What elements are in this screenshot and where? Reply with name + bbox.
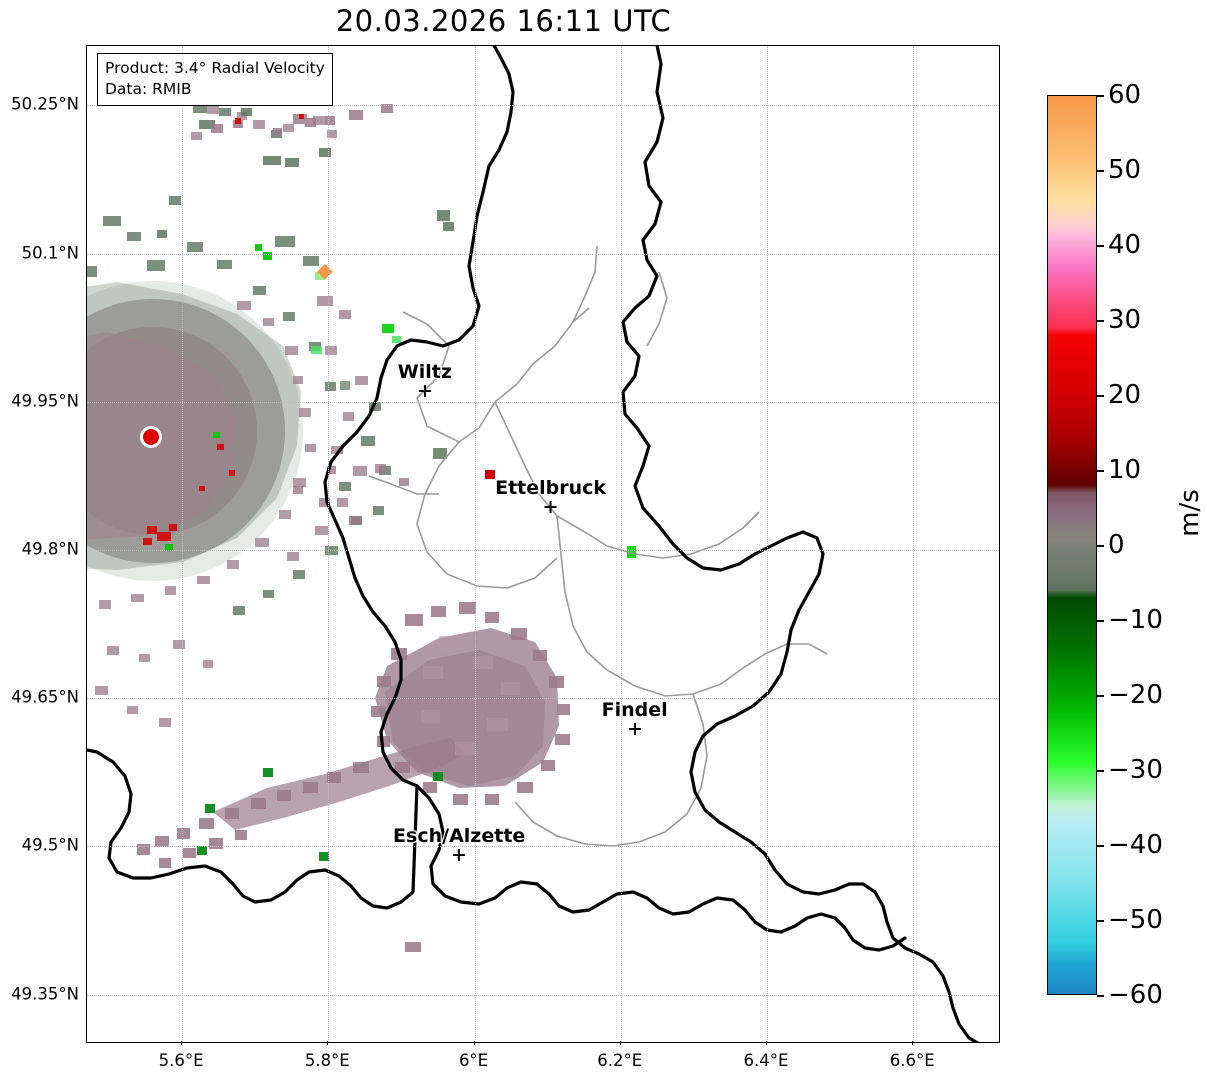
colorbar-tick-mark — [1097, 545, 1104, 547]
y-tick-label-2: 49.95°N — [11, 391, 79, 411]
x-tick-mark — [181, 1041, 183, 1045]
product-info-box: Product: 3.4° Radial Velocity Data: RMIB — [97, 53, 333, 106]
radar-station-marker[interactable] — [140, 425, 163, 448]
x-tick-label-4: 6.4°E — [743, 1051, 789, 1070]
colorbar-tick-mark — [1097, 620, 1104, 622]
colorbar-gradient — [1048, 96, 1096, 994]
page-title: 20.03.2026 16:11 UTC — [335, 4, 672, 38]
colorbar-tick-mark — [1097, 395, 1104, 397]
colorbar-ticks: 60 50 40 30 20 10 0 −10 −20 −30 −40 −50 −60 — [1097, 80, 1207, 1010]
x-tick-label-3: 6.2°E — [597, 1051, 643, 1070]
colorbar-tick-label-5: 10 — [1108, 455, 1142, 485]
colorbar-tick-label-0: 60 — [1108, 80, 1142, 110]
colorbar-tick-label-4: 20 — [1108, 380, 1142, 410]
cross-marker-icon — [628, 722, 641, 735]
radar-echo-north — [157, 104, 636, 558]
colorbar-tick-mark — [1097, 320, 1104, 322]
colorbar-tick-label-12: −60 — [1108, 980, 1163, 1010]
city-marker-findel: Findel — [602, 699, 668, 735]
x-tick-mark — [327, 1041, 329, 1045]
cross-marker-icon — [544, 500, 557, 513]
x-axis: 5.6°E 5.8°E 6°E 6.2°E 6.4°E 6.6°E — [86, 1041, 1000, 1075]
colorbar-tick-label-2: 40 — [1108, 230, 1142, 260]
colorbar-tick-label-11: −50 — [1108, 905, 1163, 935]
cross-marker-icon — [453, 848, 466, 861]
colorbar[interactable] — [1047, 95, 1097, 995]
colorbar-tick-mark — [1097, 920, 1104, 922]
colorbar-tick-mark — [1097, 845, 1104, 847]
y-tick-label-5: 49.5°N — [21, 835, 79, 855]
radar-echo-clutter — [87, 104, 391, 727]
y-tick-label-4: 49.65°N — [11, 687, 79, 707]
x-tick-mark — [912, 1041, 914, 1045]
colorbar-tick-mark — [1097, 245, 1104, 247]
colorbar-tick-label-6: 0 — [1108, 530, 1125, 560]
x-tick-mark — [473, 1041, 475, 1045]
colorbar-tick-label-3: 30 — [1108, 305, 1142, 335]
city-label: Findel — [601, 698, 668, 721]
colorbar-tick-mark — [1097, 170, 1104, 172]
colorbar-tick-label-1: 50 — [1108, 155, 1142, 185]
colorbar-tick-mark — [1097, 470, 1104, 472]
y-tick-label-3: 49.8°N — [21, 539, 79, 559]
product-label: Product: 3.4° Radial Velocity — [105, 59, 325, 77]
colorbar-tick-mark — [1097, 995, 1104, 997]
radar-map-plot[interactable]: Wiltz Ettelbruck Findel Esch/Alzette Produc… — [86, 45, 1000, 1043]
y-axis: 50.25°N 50.1°N 49.95°N 49.8°N 49.65°N 49.5°N 4… — [0, 45, 80, 1043]
colorbar-tick-mark — [1097, 695, 1104, 697]
colorbar-tick-label-9: −30 — [1108, 755, 1163, 785]
x-tick-label-2: 6°E — [458, 1051, 489, 1070]
cross-marker-icon — [418, 384, 431, 397]
x-tick-mark — [766, 1041, 768, 1045]
colorbar-tick-mark — [1097, 770, 1104, 772]
radar-echo-band-south — [137, 602, 570, 952]
x-tick-label-0: 5.6°E — [158, 1051, 204, 1070]
y-tick-label-6: 49.35°N — [11, 984, 79, 1004]
colorbar-unit-label: m/s — [1174, 489, 1205, 537]
x-tick-mark — [619, 1041, 621, 1045]
city-labels: Wiltz Ettelbruck Findel Esch/Alzette — [87, 46, 999, 1042]
city-marker-ettelbruck: Ettelbruck — [495, 477, 606, 513]
city-label: Wiltz — [397, 360, 452, 383]
data-source-label: Data: RMIB — [105, 79, 192, 98]
x-tick-label-1: 5.8°E — [304, 1051, 350, 1070]
colorbar-tick-label-8: −20 — [1108, 680, 1163, 710]
map-canvas: Wiltz Ettelbruck Findel Esch/Alzette Produc… — [87, 46, 999, 1042]
city-label: Ettelbruck — [495, 476, 607, 499]
map-svg — [87, 46, 980, 1042]
national-borders — [87, 46, 980, 1042]
y-tick-label-0: 50.25°N — [11, 94, 79, 114]
colorbar-tick-mark — [1097, 95, 1104, 97]
colorbar-tick-label-7: −10 — [1108, 605, 1163, 635]
x-tick-label-5: 6.6°E — [889, 1051, 935, 1070]
colorbar-tick-label-10: −40 — [1108, 830, 1163, 860]
city-marker-esch-alzette: Esch/Alzette — [393, 825, 525, 861]
city-label: Esch/Alzette — [393, 824, 526, 847]
city-marker-wiltz: Wiltz — [398, 361, 452, 397]
y-tick-label-1: 50.1°N — [21, 243, 79, 262]
